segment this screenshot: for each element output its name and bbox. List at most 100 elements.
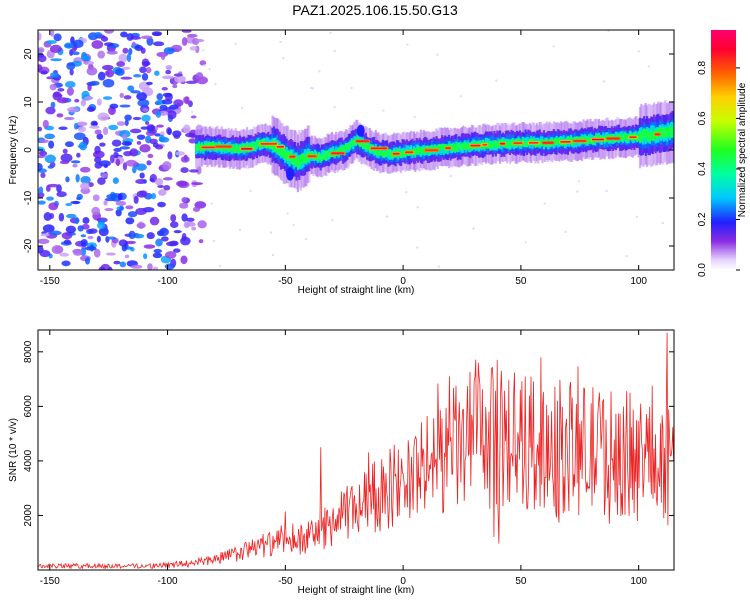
noise-speckle-layer bbox=[38, 30, 664, 270]
ridge-band-segment bbox=[525, 141, 529, 148]
noise-speckle bbox=[135, 179, 147, 184]
ridge-band-segment bbox=[238, 145, 242, 151]
ridge-band-segment bbox=[647, 132, 650, 142]
noise-speckle bbox=[191, 182, 204, 186]
noise-speckle bbox=[162, 161, 172, 170]
ridge-band-segment bbox=[388, 149, 391, 155]
ridge-band-segment bbox=[571, 139, 574, 146]
ridge-band-segment bbox=[248, 143, 252, 150]
noise-speckle bbox=[136, 190, 148, 198]
noise-speckle bbox=[39, 249, 51, 258]
ridge-lobe bbox=[356, 124, 365, 137]
ridge-band-segment bbox=[494, 140, 497, 147]
ridge-hotspot-core bbox=[356, 140, 370, 143]
noise-speckle bbox=[121, 244, 128, 252]
ridge-band-segment bbox=[227, 146, 230, 153]
noise-speckle bbox=[137, 99, 150, 107]
ridge-hotspot-core bbox=[307, 155, 317, 158]
noise-speckle bbox=[82, 217, 90, 224]
noise-speckle bbox=[173, 81, 178, 85]
ridge-band-segment bbox=[459, 144, 462, 151]
ridge-band-segment bbox=[285, 151, 288, 161]
noise-speckle bbox=[122, 133, 127, 141]
ridge-band-segment bbox=[251, 141, 254, 148]
noise-speckle bbox=[110, 107, 116, 112]
ridge-band-segment bbox=[367, 143, 370, 150]
noise-speckle bbox=[169, 221, 179, 229]
ridge-band-segment bbox=[657, 127, 660, 137]
noise-speckle bbox=[333, 49, 336, 53]
noise-speckle bbox=[43, 212, 52, 221]
ridge-band-segment bbox=[299, 155, 302, 164]
spectrogram-y-tick-label: 10 bbox=[23, 96, 34, 108]
ridge-band-segment bbox=[421, 147, 424, 154]
ridge-band-segment bbox=[255, 140, 259, 147]
noise-speckle bbox=[133, 233, 145, 239]
noise-speckle bbox=[111, 139, 122, 147]
noise-speckle bbox=[113, 151, 119, 159]
noise-speckle bbox=[154, 133, 162, 137]
snr-y-tick-label: 6000 bbox=[23, 395, 34, 418]
noise-speckle bbox=[198, 239, 204, 244]
ridge-band-segment bbox=[497, 140, 500, 147]
snr-x-axis-label: Height of straight line (km) bbox=[298, 585, 415, 596]
ridge-band-segment bbox=[274, 143, 277, 153]
ridge-band-segment bbox=[284, 150, 287, 160]
noise-speckle bbox=[45, 40, 57, 45]
noise-speckle bbox=[125, 217, 135, 225]
noise-speckle bbox=[94, 156, 102, 164]
noise-speckle bbox=[197, 220, 207, 229]
ridge-band-segment bbox=[653, 131, 656, 141]
noise-speckle bbox=[115, 209, 122, 217]
noise-speckle bbox=[202, 49, 205, 52]
ridge-band-segment bbox=[539, 140, 543, 147]
ridge-band-segment bbox=[384, 146, 387, 157]
noise-speckle bbox=[292, 223, 295, 227]
noise-speckle bbox=[50, 101, 56, 109]
ridge-band-segment bbox=[337, 147, 341, 154]
ridge-band-segment bbox=[234, 147, 237, 153]
noise-speckle bbox=[180, 255, 188, 265]
noise-speckle bbox=[161, 236, 169, 242]
noise-speckle bbox=[58, 126, 68, 131]
ridge-hotspot-core bbox=[424, 149, 439, 152]
ridge-band-segment bbox=[316, 155, 319, 162]
ridge-band-segment bbox=[343, 145, 346, 152]
noise-speckle bbox=[87, 83, 92, 92]
ridge-band-segment bbox=[291, 156, 294, 165]
ridge-band-segment bbox=[467, 142, 471, 149]
noise-speckle bbox=[124, 254, 130, 259]
noise-speckle bbox=[329, 31, 332, 35]
ridge-band-segment bbox=[637, 135, 640, 141]
ridge-band-segment bbox=[450, 143, 454, 150]
noise-speckle bbox=[130, 90, 141, 94]
noise-speckle bbox=[154, 70, 160, 76]
noise-speckle bbox=[576, 190, 579, 193]
noise-speckle bbox=[155, 178, 164, 186]
noise-speckle bbox=[53, 33, 62, 42]
ridge-band-segment bbox=[670, 128, 673, 138]
ridge-band-segment bbox=[439, 144, 442, 150]
ridge-band-segment bbox=[292, 154, 295, 164]
noise-speckle bbox=[647, 65, 650, 68]
noise-speckle bbox=[96, 235, 101, 243]
noise-speckle bbox=[152, 41, 165, 47]
noise-speckle bbox=[162, 92, 173, 98]
ridge-band-segment bbox=[378, 149, 382, 156]
ridge-band-segment bbox=[555, 139, 558, 146]
noise-speckle bbox=[212, 239, 216, 243]
spectrogram-x-ticks: -150 -100 -50 0 50 100 bbox=[40, 30, 647, 287]
ridge-band-segment bbox=[332, 146, 335, 156]
ridge-band-segment bbox=[303, 154, 307, 164]
ridge-band-segment bbox=[318, 152, 321, 159]
ridge-hotspot-core bbox=[591, 138, 605, 141]
noise-speckle bbox=[56, 113, 64, 118]
noise-speckle bbox=[181, 197, 188, 203]
ridge-hotspot-core bbox=[215, 145, 232, 148]
noise-speckle bbox=[382, 109, 385, 112]
ridge-hotspot-core bbox=[331, 152, 345, 155]
noise-speckle bbox=[77, 225, 84, 232]
noise-speckle bbox=[125, 159, 138, 167]
noise-speckle bbox=[240, 106, 244, 110]
noise-speckle bbox=[115, 158, 121, 167]
